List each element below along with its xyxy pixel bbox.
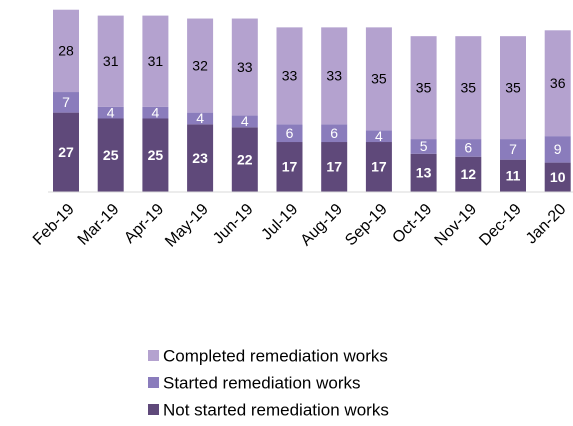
data-label: 4 xyxy=(375,128,383,144)
data-label: 6 xyxy=(286,125,294,141)
data-label: 25 xyxy=(103,147,119,163)
data-label: 4 xyxy=(196,110,204,126)
x-tick-label: Nov-19 xyxy=(432,201,481,250)
x-tick-label: Mar-19 xyxy=(75,201,123,249)
data-label: 31 xyxy=(148,53,164,69)
bar-segment xyxy=(142,118,169,192)
data-label: 28 xyxy=(58,43,74,59)
data-label: 27 xyxy=(58,144,74,160)
bar-segment xyxy=(97,118,124,192)
x-tick-label: Feb-19 xyxy=(30,201,78,249)
data-label: 17 xyxy=(282,159,298,175)
bar-segment xyxy=(500,139,526,160)
data-label: 5 xyxy=(420,138,428,154)
legend-label: Started remediation works xyxy=(163,373,360,392)
data-label: 11 xyxy=(506,168,521,184)
bar-segment xyxy=(365,142,392,192)
bar-segment xyxy=(321,142,348,192)
bar-segment xyxy=(544,136,571,163)
x-tick-label: Jul-19 xyxy=(258,201,301,244)
bar-segment xyxy=(455,36,482,140)
data-label: 4 xyxy=(152,104,160,120)
bar-segment xyxy=(231,18,258,116)
data-label: 25 xyxy=(148,147,164,163)
bar-segment xyxy=(410,153,437,192)
bar-segment xyxy=(365,27,392,131)
legend-swatch xyxy=(148,404,159,415)
bar-segment xyxy=(187,124,214,192)
x-tick-label: Aug-19 xyxy=(298,201,347,250)
x-tick-label: Oct-19 xyxy=(389,201,435,247)
bar-segment xyxy=(365,130,392,143)
bar-segment xyxy=(544,30,571,137)
bar-segment xyxy=(410,36,437,140)
legend-swatch xyxy=(148,377,159,388)
bar-segment xyxy=(455,139,482,157)
bar-segment xyxy=(97,15,124,107)
data-label: 4 xyxy=(241,113,249,129)
bar-segment xyxy=(53,9,79,93)
data-label: 9 xyxy=(554,141,562,157)
legend-label: Completed remediation works xyxy=(163,346,388,365)
bar-segment xyxy=(276,124,303,143)
legend-swatch xyxy=(148,350,159,361)
bar-segment xyxy=(187,18,214,113)
data-label: 10 xyxy=(550,169,566,185)
x-tick-label: Jan-20 xyxy=(523,201,570,248)
data-label: 32 xyxy=(192,57,208,73)
data-label: 35 xyxy=(505,79,521,95)
data-label: 17 xyxy=(371,159,387,175)
bar-segment xyxy=(231,127,258,192)
bar-segment xyxy=(142,15,169,107)
data-label: 23 xyxy=(192,150,208,166)
data-label: 33 xyxy=(282,68,298,84)
data-label: 33 xyxy=(237,59,253,75)
x-tick-label: Jun-19 xyxy=(210,201,257,248)
data-label: 35 xyxy=(461,79,477,95)
bar-segment xyxy=(53,112,79,192)
bar-segment xyxy=(321,124,348,143)
data-label: 12 xyxy=(461,166,477,182)
data-label: 33 xyxy=(326,68,342,84)
data-label: 22 xyxy=(237,151,253,167)
data-label: 7 xyxy=(62,94,70,110)
bar-segment xyxy=(231,115,258,128)
data-label: 17 xyxy=(326,159,342,175)
bar-segment xyxy=(500,36,526,140)
bar-segment xyxy=(187,112,214,125)
bar-segment xyxy=(500,159,526,192)
data-label: 7 xyxy=(509,141,517,157)
x-tick-label: Dec-19 xyxy=(476,201,525,250)
bar-segment xyxy=(276,142,303,192)
bar-segment xyxy=(97,106,124,119)
data-label: 35 xyxy=(416,79,432,95)
data-label: 6 xyxy=(464,140,472,156)
bar-segment xyxy=(142,106,169,119)
x-tick-label: May-19 xyxy=(162,201,212,251)
legend-label: Not started remediation works xyxy=(163,400,389,419)
data-label: 35 xyxy=(371,71,387,87)
data-label: 36 xyxy=(550,75,566,91)
bar-segment xyxy=(410,139,437,154)
bar-segment xyxy=(53,92,79,113)
bar-segment xyxy=(544,162,571,192)
data-label: 31 xyxy=(103,53,119,69)
bar-segment xyxy=(276,27,303,125)
bar-segment xyxy=(455,156,482,192)
data-label: 6 xyxy=(330,125,338,141)
x-tick-label: Apr-19 xyxy=(121,201,167,247)
x-tick-label: Sep-19 xyxy=(342,201,391,250)
data-label: 13 xyxy=(416,165,432,181)
data-label: 4 xyxy=(107,104,115,120)
bar-segment xyxy=(321,27,348,125)
